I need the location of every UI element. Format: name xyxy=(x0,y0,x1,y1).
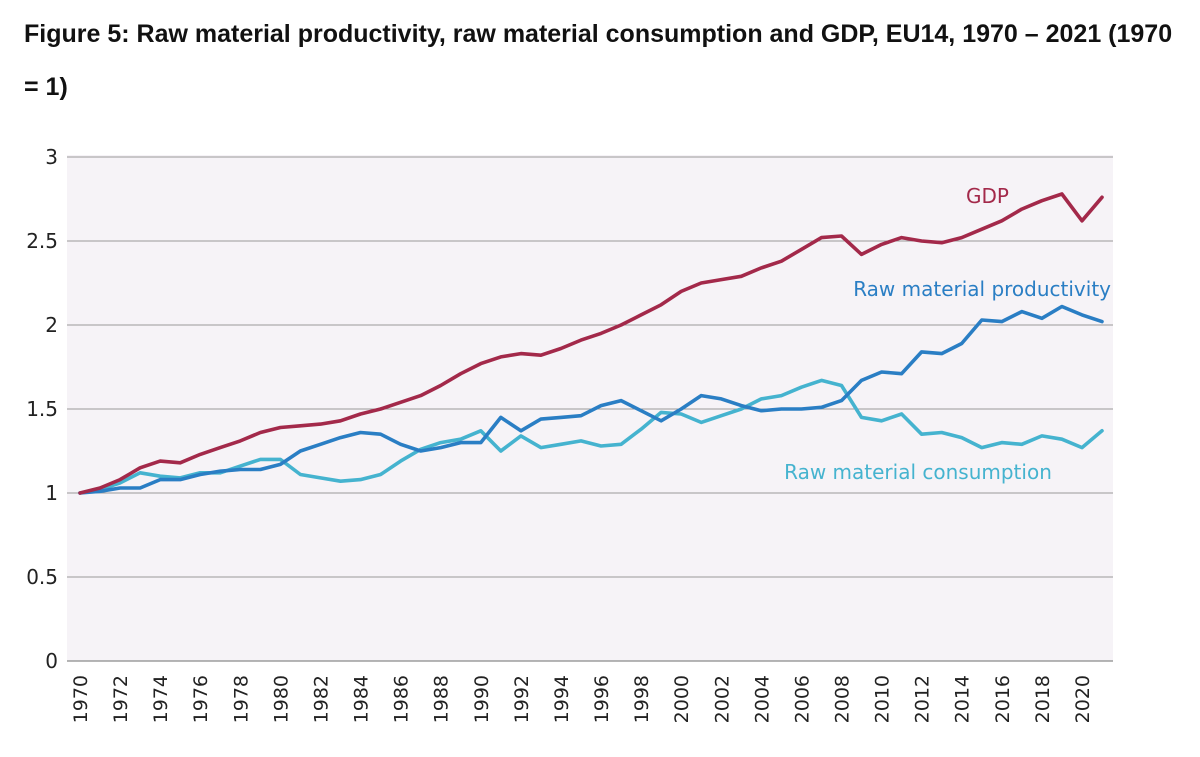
x-axis-ticks: 1970 1972 1974 1976 1978 1980 1982 1984 1986 1988… xyxy=(70,675,1094,723)
x-tick-label: 2012 xyxy=(912,675,934,723)
gridlines xyxy=(67,156,1113,662)
series-line-raw-material-consumption xyxy=(78,378,1104,495)
x-tick-label: 1982 xyxy=(310,675,332,723)
x-tick-label: 1992 xyxy=(511,675,533,723)
y-tick-label: 3 xyxy=(45,145,58,169)
x-tick-label: 1978 xyxy=(230,675,252,723)
y-tick-label: 0 xyxy=(45,649,58,673)
x-tick-label: 1972 xyxy=(110,675,132,723)
x-tick-label: 2000 xyxy=(671,675,693,723)
x-tick-label: 2006 xyxy=(791,675,813,723)
series-line-raw-material-productivity xyxy=(78,304,1104,495)
x-tick-label: 2004 xyxy=(751,675,773,723)
y-tick-label: 1.5 xyxy=(26,397,58,421)
x-tick-label: 1998 xyxy=(631,675,653,723)
x-tick-label: 1980 xyxy=(270,675,292,723)
series-label-gdp: GDP xyxy=(966,184,1009,208)
series-line-gdp xyxy=(78,192,1104,495)
x-tick-label: 1974 xyxy=(150,675,172,723)
x-tick-label: 1986 xyxy=(391,675,413,723)
y-tick-label: 1 xyxy=(45,481,58,505)
x-tick-label: 1988 xyxy=(431,675,453,723)
x-tick-label: 2016 xyxy=(992,675,1014,723)
y-axis-ticks: 0 0.5 1 1.5 2 2.5 3 xyxy=(26,145,58,673)
x-tick-label: 2002 xyxy=(711,675,733,723)
series-label-raw-material-consumption: Raw material consumption xyxy=(784,460,1052,484)
x-tick-label: 2018 xyxy=(1032,675,1054,723)
series-label-raw-material-productivity: Raw material productivity xyxy=(853,277,1111,301)
y-tick-label: 2.5 xyxy=(26,229,58,253)
x-tick-label: 1990 xyxy=(471,675,493,723)
x-tick-label: 2008 xyxy=(831,675,853,723)
x-tick-label: 1994 xyxy=(551,675,573,723)
figure-title: Figure 5: Raw material productivity, raw… xyxy=(24,20,1173,101)
x-tick-label: 1996 xyxy=(591,675,613,723)
y-tick-label: 2 xyxy=(45,313,58,337)
series-labels: GDP Raw material productivity Raw material… xyxy=(784,184,1111,484)
x-tick-label: 2020 xyxy=(1072,675,1094,723)
y-tick-label: 0.5 xyxy=(26,565,58,589)
x-tick-label: 1984 xyxy=(351,675,373,723)
x-tick-label: 2010 xyxy=(872,675,894,723)
plot-background xyxy=(67,155,1113,661)
x-tick-label: 1976 xyxy=(190,675,212,723)
series-lines xyxy=(78,192,1104,495)
x-tick-label: 2014 xyxy=(952,675,974,723)
x-tick-label: 1970 xyxy=(70,675,92,723)
